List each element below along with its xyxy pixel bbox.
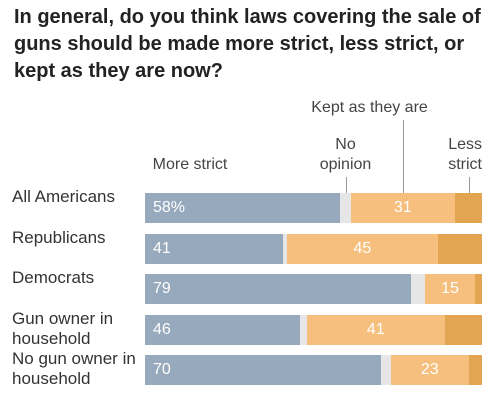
bar-segment (306, 314, 445, 345)
legend-label: Less strict (448, 136, 482, 173)
data-label: 41 (153, 239, 171, 257)
data-label: 58% (153, 199, 186, 216)
leader-line (402, 120, 404, 193)
chart-title: In general, do you think laws covering t… (14, 6, 481, 82)
bar-segment (286, 233, 439, 264)
bar-segment (444, 314, 482, 345)
data-label: 45 (353, 239, 372, 257)
bar-segment (468, 355, 482, 385)
bar-segment (145, 274, 412, 304)
data-label: 79 (153, 280, 171, 297)
leader-line (468, 177, 470, 193)
bar-segment (350, 193, 456, 223)
bar-segment (391, 355, 469, 385)
category-label: Republicans (12, 227, 106, 247)
bar-segment (424, 274, 476, 304)
data-label: 23 (420, 361, 439, 378)
legend-label: No opinion (319, 136, 372, 173)
bar-segment (340, 193, 351, 223)
bar-segment (145, 193, 341, 223)
bar-segment (455, 193, 482, 223)
data-label: 46 (153, 320, 171, 338)
leader-line (345, 177, 347, 193)
data-label: 41 (366, 320, 385, 338)
data-label: 31 (393, 199, 412, 216)
bar-segment (380, 355, 391, 385)
category-label: All Americans (12, 187, 115, 206)
data-label: 70 (153, 361, 171, 378)
data-label: 15 (441, 280, 459, 297)
legend-label: More strict (152, 156, 228, 173)
bar-segment (145, 355, 381, 385)
bar-segment (438, 233, 482, 264)
legend-label: Kept as they are (311, 99, 428, 116)
bar-segment (475, 274, 482, 304)
bar-segment (300, 314, 307, 345)
category-label: No gun owner in household (12, 349, 136, 388)
category-label: Gun owner in household (12, 308, 114, 348)
category-label: Democrats (12, 268, 95, 287)
bar-segment (283, 233, 287, 264)
bar-segment (411, 274, 425, 304)
bar-segment (145, 314, 301, 345)
bar-segment (145, 233, 284, 264)
